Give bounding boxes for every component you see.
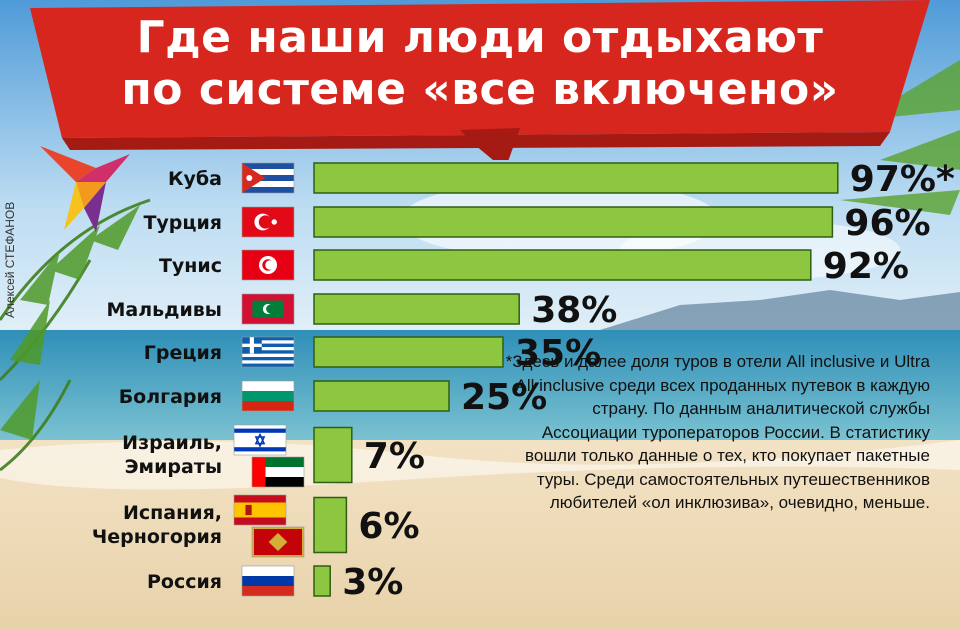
uae-flag — [251, 456, 305, 488]
category-label: Тунис — [159, 255, 222, 277]
footnote: *Здесь и далее доля туров в отели All in… — [505, 352, 930, 512]
chart-row: 96% Турция — [143, 203, 930, 244]
value-label: 92% — [823, 246, 909, 287]
bar — [313, 336, 504, 368]
bar — [313, 162, 839, 194]
value-label: 7% — [364, 436, 425, 477]
category-label: Турция — [143, 212, 222, 234]
title-line-2: по системе «все включено» — [121, 64, 839, 115]
chart-row: 7% Израиль,Эмираты — [122, 424, 425, 488]
spain-flag — [233, 494, 287, 526]
bird-logo-icon — [40, 146, 130, 232]
bar — [313, 293, 520, 325]
cuba-flag — [241, 162, 295, 194]
category-label: Испания, — [123, 502, 222, 524]
chart-row: 92% Тунис — [159, 246, 909, 287]
value-label: 96% — [844, 203, 930, 244]
value-label: 38% — [531, 290, 617, 331]
category-label: Греция — [144, 342, 222, 364]
bar — [313, 249, 812, 281]
value-label: 35% — [515, 333, 601, 374]
bar — [313, 426, 353, 484]
chart-row: 38% Мальдивы — [106, 290, 617, 331]
tunisia-flag — [241, 249, 295, 281]
bar — [313, 496, 348, 554]
value-label: 25% — [461, 377, 547, 418]
value-label: 97%* — [850, 159, 955, 200]
maldives-flag — [241, 293, 295, 325]
category-label: Болгария — [119, 386, 222, 408]
chart-row: 6% Испания,Черногория — [92, 494, 420, 558]
category-label: Мальдивы — [106, 299, 222, 321]
chart-row: 3% Россия — [147, 562, 403, 603]
bulgaria-flag — [241, 380, 295, 412]
category-label: Черногория — [92, 526, 222, 548]
greece-flag — [241, 336, 295, 368]
value-label: 6% — [358, 506, 419, 547]
montenegro-flag — [251, 526, 305, 558]
title-line-1: Где наши люди отдыхают — [136, 12, 824, 63]
category-label: Куба — [168, 168, 222, 190]
chart-row: 97%* Куба — [168, 159, 955, 200]
russia-flag — [241, 565, 295, 597]
bar — [313, 380, 450, 412]
chart-row: 35% Греция — [144, 333, 601, 374]
bar — [313, 565, 331, 597]
category-label: Россия — [147, 571, 222, 593]
title-banner — [30, 0, 930, 160]
turkey-flag — [241, 206, 295, 238]
category-label: Израиль, — [122, 432, 222, 454]
israel-flag — [233, 424, 287, 456]
chart-row: 25% Болгария — [119, 377, 547, 418]
chart-title: Где наши люди отдыхают по системе «все в… — [60, 12, 900, 116]
value-label: 3% — [342, 562, 403, 603]
bar — [313, 206, 834, 238]
category-label: Эмираты — [125, 456, 222, 478]
